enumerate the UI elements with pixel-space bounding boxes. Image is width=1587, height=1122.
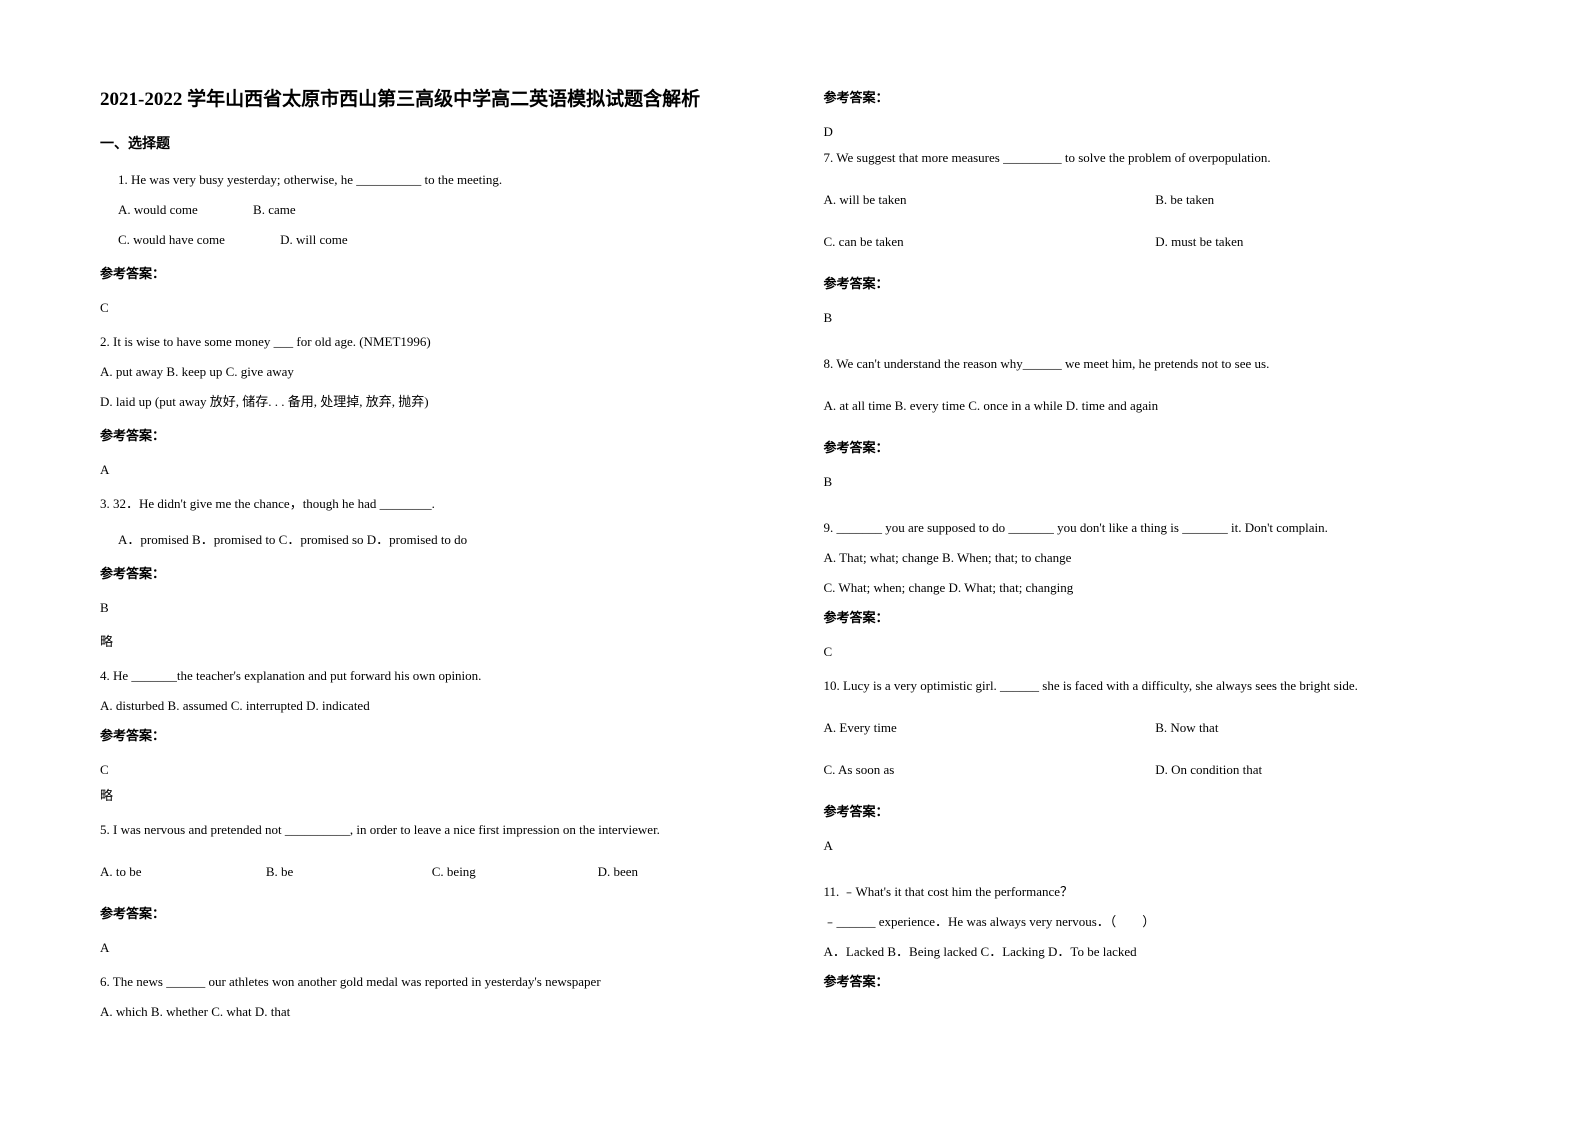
- q5-optC: C. being: [432, 859, 598, 885]
- q3-omit: 略: [100, 629, 764, 655]
- q4-answer-label: 参考答案：: [100, 723, 764, 749]
- q7-optB: B. be taken: [1155, 187, 1487, 213]
- q9-answer-label: 参考答案：: [824, 605, 1488, 631]
- q8-opts: A. at all time B. every time C. once in …: [824, 393, 1488, 419]
- q9-text: 9. _______ you are supposed to do ______…: [824, 515, 1488, 541]
- q5-optA: A. to be: [100, 859, 266, 885]
- q4-text: 4. He _______the teacher's explanation a…: [100, 663, 764, 689]
- q1-text: 1. He was very busy yesterday; otherwise…: [100, 167, 764, 193]
- q3-answer: B: [100, 595, 764, 621]
- q8-text: 8. We can't understand the reason why___…: [824, 351, 1488, 377]
- q3-answer-label: 参考答案：: [100, 561, 764, 587]
- q1-optA: A. would come: [118, 202, 198, 217]
- q1-answer-label: 参考答案：: [100, 261, 764, 287]
- q9-answer: C: [824, 639, 1488, 665]
- q3-text: 3. 32．He didn't give me the chance，thoug…: [100, 491, 764, 517]
- q2-answer-label: 参考答案：: [100, 423, 764, 449]
- q6-answer: D: [824, 119, 1488, 145]
- q11-answer-label: 参考答案：: [824, 969, 1488, 995]
- q10-answer-label: 参考答案：: [824, 799, 1488, 825]
- q11-text1: 11. ﹣What's it that cost him the perform…: [824, 879, 1488, 905]
- q10-optC: C. As soon as: [824, 757, 1156, 783]
- q7-answer-label: 参考答案：: [824, 271, 1488, 297]
- left-column: 2021-2022 学年山西省太原市西山第三高级中学高二英语模拟试题含解析 一、…: [100, 85, 764, 1122]
- q7-opts-2: C. can be taken D. must be taken: [824, 229, 1488, 255]
- document-title: 2021-2022 学年山西省太原市西山第三高级中学高二英语模拟试题含解析: [100, 85, 764, 115]
- q10-opts-1: A. Every time B. Now that: [824, 715, 1488, 741]
- right-column: 参考答案： D 7. We suggest that more measures…: [824, 85, 1488, 1122]
- q11-text2: ﹣______ experience．He was always very ne…: [824, 909, 1488, 935]
- q2-optD: D. laid up (put away 放好, 储存. . . 备用, 处理掉…: [100, 389, 764, 415]
- q9-optsCD: C. What; when; change D. What; that; cha…: [824, 575, 1488, 601]
- q1-optB: B. came: [253, 202, 296, 217]
- q5-optD: D. been: [598, 859, 764, 885]
- q2-text: 2. It is wise to have some money ___ for…: [100, 329, 764, 355]
- q7-optD: D. must be taken: [1155, 229, 1487, 255]
- q5-opts: A. to be B. be C. being D. been: [100, 859, 764, 885]
- q10-optB: B. Now that: [1155, 715, 1487, 741]
- q11-opts: A．Lacked B．Being lacked C．Lacking D．To b…: [824, 939, 1488, 965]
- q8-answer: B: [824, 469, 1488, 495]
- q1-options-2: C. would have come D. will come: [100, 227, 764, 253]
- q1-options-1: A. would come B. came: [100, 197, 764, 223]
- q1-optC: C. would have come: [118, 232, 225, 247]
- q7-answer: B: [824, 305, 1488, 331]
- q8-answer-label: 参考答案：: [824, 435, 1488, 461]
- q4-opts: A. disturbed B. assumed C. interrupted D…: [100, 693, 764, 719]
- q5-answer-label: 参考答案：: [100, 901, 764, 927]
- q7-text: 7. We suggest that more measures _______…: [824, 145, 1488, 171]
- q7-optC: C. can be taken: [824, 229, 1156, 255]
- section-header: 一、选择题: [100, 133, 764, 153]
- q4-omit: 略: [100, 783, 764, 809]
- q10-optA: A. Every time: [824, 715, 1156, 741]
- q7-opts-1: A. will be taken B. be taken: [824, 187, 1488, 213]
- q2-answer: A: [100, 457, 764, 483]
- q6-opts: A. which B. whether C. what D. that: [100, 999, 764, 1025]
- q2-optsABC: A. put away B. keep up C. give away: [100, 359, 764, 385]
- q7-optA: A. will be taken: [824, 187, 1156, 213]
- q10-answer: A: [824, 833, 1488, 859]
- q4-answer: C: [100, 757, 764, 783]
- q5-text: 5. I was nervous and pretended not _____…: [100, 817, 764, 843]
- q5-answer: A: [100, 935, 764, 961]
- q6-answer-label: 参考答案：: [824, 85, 1488, 111]
- q3-opts: A．promised B．promised to C．promised so D…: [100, 527, 764, 553]
- q10-optD: D. On condition that: [1155, 757, 1487, 783]
- q1-answer: C: [100, 295, 764, 321]
- q5-optB: B. be: [266, 859, 432, 885]
- q10-opts-2: C. As soon as D. On condition that: [824, 757, 1488, 783]
- q6-text: 6. The news ______ our athletes won anot…: [100, 969, 764, 995]
- q10-text: 10. Lucy is a very optimistic girl. ____…: [824, 673, 1488, 699]
- q9-optsAB: A. That; what; change B. When; that; to …: [824, 545, 1488, 571]
- q1-optD: D. will come: [280, 232, 348, 247]
